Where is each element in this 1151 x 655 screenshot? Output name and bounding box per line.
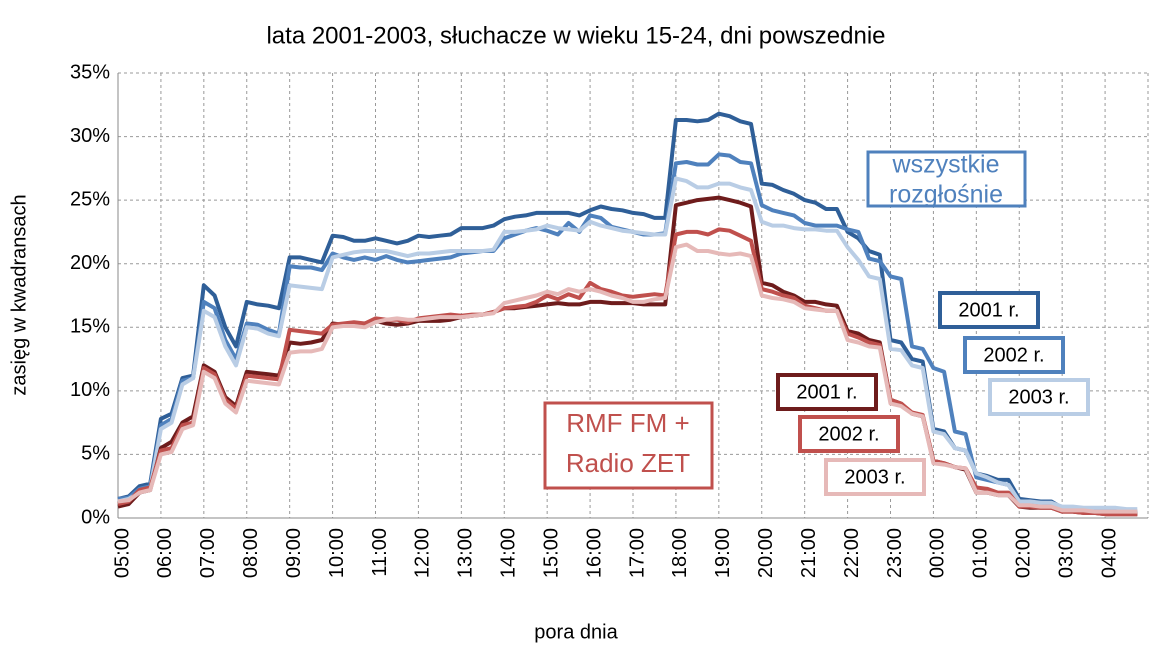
x-tick-label: 11:00 bbox=[369, 528, 391, 577]
legend-label: 2001 r. bbox=[796, 381, 857, 403]
x-tick-label: 01:00 bbox=[970, 528, 992, 578]
legend-label: 2001 r. bbox=[958, 299, 1019, 321]
y-tick-label: 30% bbox=[70, 125, 110, 147]
x-tick-label: 17:00 bbox=[626, 528, 648, 578]
x-tick-label: 09:00 bbox=[283, 528, 305, 578]
x-tick-label: 21:00 bbox=[798, 528, 820, 578]
y-tick-label: 20% bbox=[70, 252, 110, 274]
x-tick-label: 22:00 bbox=[841, 528, 863, 578]
series-line bbox=[117, 242, 1138, 514]
group-label-box bbox=[543, 401, 714, 490]
x-tick-label: 16:00 bbox=[583, 528, 605, 578]
x-tick-label: 14:00 bbox=[498, 528, 520, 578]
chart-title: lata 2001-2003, słuchacze w wieku 15-24,… bbox=[266, 22, 885, 49]
x-tick-label: 23:00 bbox=[884, 528, 906, 578]
x-axis-title: pora dnia bbox=[534, 621, 618, 643]
series-label-box bbox=[938, 291, 1040, 329]
group-label: Radio ZET bbox=[566, 448, 690, 478]
x-tick-label: 13:00 bbox=[455, 528, 477, 578]
x-tick-label: 19:00 bbox=[712, 528, 734, 578]
y-tick-label: 25% bbox=[70, 188, 110, 210]
group-label: RMF FM + bbox=[566, 408, 690, 438]
series-label-box bbox=[963, 336, 1065, 374]
x-tick-label: 03:00 bbox=[1055, 528, 1077, 578]
x-tick-label: 04:00 bbox=[1098, 528, 1120, 578]
series-label-box bbox=[776, 373, 878, 411]
y-tick-label: 0% bbox=[81, 506, 110, 528]
series-label-box bbox=[988, 378, 1090, 416]
x-tick-label: 08:00 bbox=[240, 528, 262, 578]
group-label: wszystkie bbox=[892, 151, 1000, 179]
group-label: rozgłośnie bbox=[889, 181, 1003, 209]
y-tick-label: 15% bbox=[70, 316, 110, 338]
y-tick-label: 10% bbox=[70, 379, 110, 401]
legend-label: 2002 r. bbox=[818, 423, 879, 445]
x-tick-label: 15:00 bbox=[540, 528, 562, 578]
series-label-box bbox=[824, 458, 926, 496]
series-line bbox=[117, 176, 1138, 512]
x-tick-label: 20:00 bbox=[755, 528, 777, 578]
x-tick-label: 18:00 bbox=[669, 528, 691, 578]
legend-label: 2003 r. bbox=[844, 466, 905, 488]
group-label-box bbox=[866, 150, 1027, 208]
x-tick-label: 12:00 bbox=[412, 528, 434, 578]
x-tick-label: 06:00 bbox=[154, 528, 176, 578]
x-tick-label: 00:00 bbox=[927, 528, 949, 578]
x-tick-label: 05:00 bbox=[111, 528, 133, 578]
y-axis-title: zasięg w kwadransach bbox=[8, 194, 30, 395]
x-tick-label: 02:00 bbox=[1013, 528, 1035, 578]
legend-label: 2003 r. bbox=[1008, 386, 1069, 408]
y-tick-label: 5% bbox=[81, 443, 110, 465]
x-tick-label: 10:00 bbox=[326, 528, 348, 578]
legend-label: 2002 r. bbox=[983, 344, 1044, 366]
x-tick-label: 07:00 bbox=[197, 528, 219, 578]
y-tick-label: 35% bbox=[70, 61, 110, 83]
series-label-box bbox=[798, 415, 900, 453]
